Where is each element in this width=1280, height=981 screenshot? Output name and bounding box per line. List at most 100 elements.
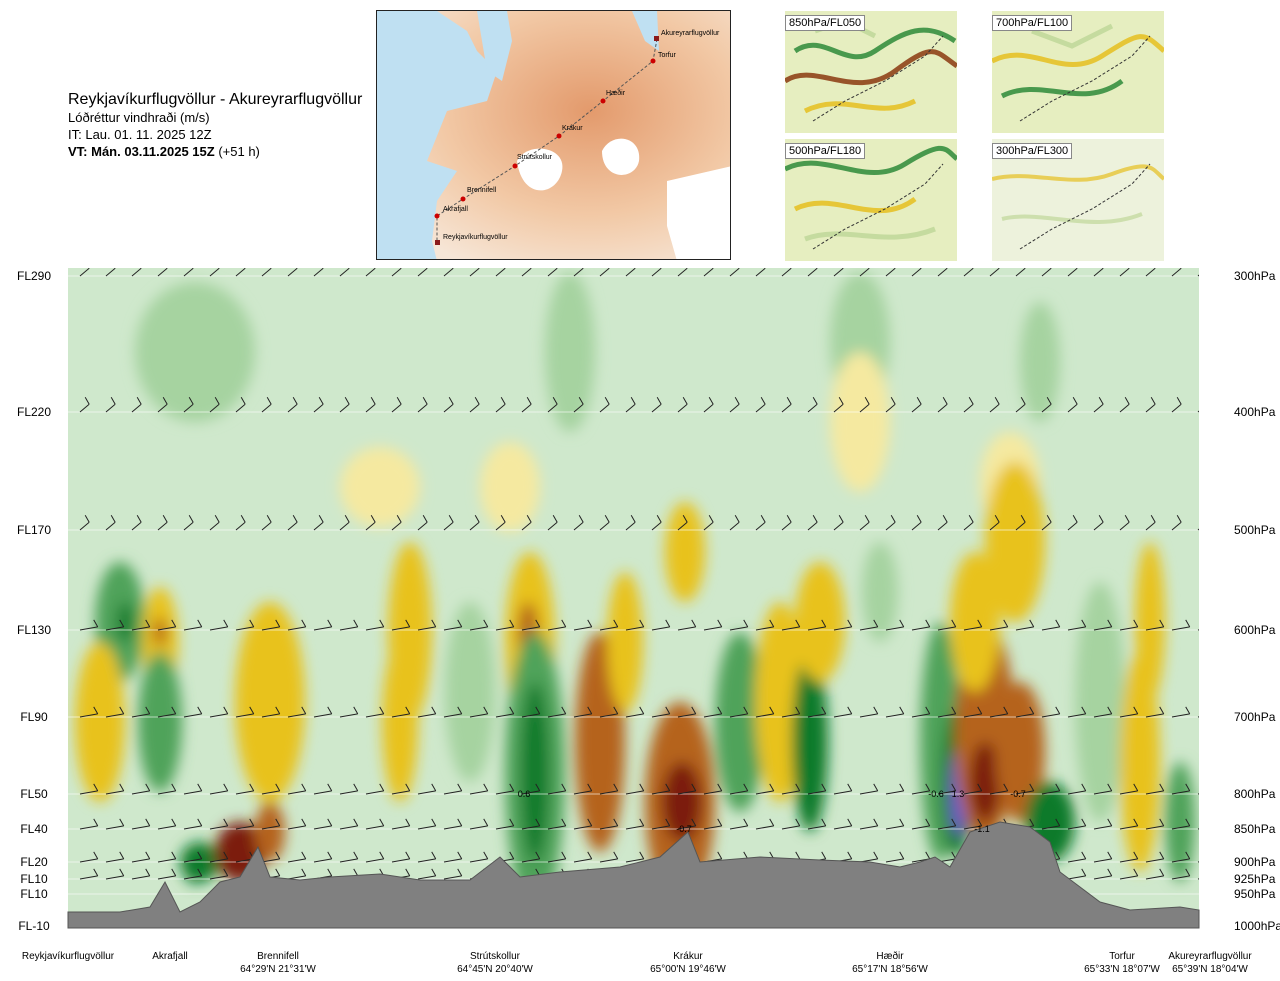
wind-barb xyxy=(1145,783,1165,795)
wind-barb xyxy=(599,783,619,795)
pressure-level-label: 900hPa xyxy=(1234,855,1276,869)
wind-barb xyxy=(521,851,541,863)
wind-barb xyxy=(573,706,593,718)
wind-barb xyxy=(651,268,662,277)
wind-barb xyxy=(677,397,688,413)
wind-barb xyxy=(209,818,229,830)
waypoint-coord: 65°33'N 18°07'W xyxy=(1084,964,1160,975)
map-label-krakur: Krákur xyxy=(562,125,583,132)
wind-barb xyxy=(417,783,437,795)
wind-barb xyxy=(1067,783,1087,795)
wind-barb xyxy=(1015,515,1026,531)
thumbnail-300hpa[interactable]: 300hPa/FL300 xyxy=(992,139,1164,261)
pressure-level-label: 700hPa xyxy=(1234,710,1276,724)
wind-barb xyxy=(859,818,879,830)
value-annotations: 0.6 -0.6 1.3 -0.7 -0.7 -1.1 xyxy=(518,789,1026,834)
wind-barb xyxy=(1119,619,1139,631)
wind-barb xyxy=(963,818,983,830)
waypoint-marker-strutskollur xyxy=(512,163,518,169)
flight-level-label: FL130 xyxy=(17,623,51,637)
wind-barb xyxy=(287,818,307,830)
wind-barb xyxy=(287,268,298,277)
wind-barb xyxy=(1171,268,1182,277)
glacier-langjokull xyxy=(517,148,563,191)
waypoint-marker-torfur xyxy=(650,58,656,64)
wind-barb xyxy=(417,851,437,863)
wind-barb xyxy=(651,783,671,795)
glacier-se xyxy=(667,166,730,259)
wind-cell xyxy=(1020,302,1060,422)
wind-cell xyxy=(1120,652,1160,872)
map-label-haedir: Hæðir xyxy=(606,89,626,97)
wind-barb xyxy=(157,268,168,277)
waypoint-name: Akureyrarflugvöllur xyxy=(1168,951,1252,962)
wind-barb xyxy=(339,706,359,718)
wind-barb xyxy=(625,851,645,863)
wind-barb xyxy=(365,515,376,531)
wind-barb xyxy=(547,706,567,718)
wind-barb xyxy=(183,818,203,830)
wind-barb xyxy=(313,515,324,531)
thumbnail-850hpa-label: 850hPa/FL050 xyxy=(785,15,866,31)
thumbnail-500hpa[interactable]: 500hPa/FL180 xyxy=(785,139,957,261)
pressure-level-label: 800hPa xyxy=(1234,787,1276,801)
wind-barb xyxy=(235,619,255,631)
wind-barb xyxy=(989,268,1000,277)
wind-barb xyxy=(339,397,350,413)
wind-barb xyxy=(1093,851,1113,863)
wind-barb xyxy=(1093,515,1104,531)
wind-barb xyxy=(313,706,333,718)
wind-barb xyxy=(859,706,879,718)
wind-barb xyxy=(1171,818,1191,830)
wind-barb xyxy=(417,397,428,413)
wind-barb xyxy=(495,515,506,531)
wind-barb xyxy=(1093,268,1104,277)
wind-barb xyxy=(989,783,1009,795)
wind-barb xyxy=(1093,868,1113,880)
wind-barb xyxy=(1171,619,1191,631)
wind-cell xyxy=(607,572,643,712)
wind-barb xyxy=(495,619,515,631)
wind-barb xyxy=(833,397,844,413)
fjord xyxy=(477,11,512,81)
wind-barb xyxy=(365,818,385,830)
route-points: Akureyrarflugvöllur Torfur Hæðir Krákur … xyxy=(434,30,720,245)
wind-barb xyxy=(469,851,489,863)
wind-barb xyxy=(495,268,506,277)
wind-barb xyxy=(1041,268,1052,277)
wind-barb xyxy=(235,397,246,413)
flight-level-label: FL10 xyxy=(20,887,48,901)
wind-barb xyxy=(833,515,844,531)
wind-barb xyxy=(261,268,272,277)
wind-barb xyxy=(599,268,610,277)
wind-barb xyxy=(469,515,480,531)
wind-barb xyxy=(365,783,385,795)
wind-barb xyxy=(313,783,333,795)
wind-cell xyxy=(1075,582,1125,822)
wind-barb xyxy=(443,515,454,531)
fjord-north xyxy=(632,11,659,51)
wind-cell xyxy=(715,632,765,812)
wind-cell xyxy=(985,462,1045,622)
wind-barb xyxy=(469,397,480,413)
thumbnail-700hpa[interactable]: 700hPa/FL100 xyxy=(992,11,1164,133)
map-graphic: Akureyrarflugvöllur Torfur Hæðir Krákur … xyxy=(377,11,730,259)
waypoint-marker-krakur xyxy=(556,133,562,139)
wind-barb xyxy=(677,268,688,277)
waypoint-coord: 64°29'N 21°31'W xyxy=(240,964,316,975)
wind-barb xyxy=(183,397,194,413)
parameter-subtitle: Lóðréttur vindhraði (m/s) xyxy=(68,110,210,125)
pressure-level-label: 925hPa xyxy=(1234,872,1276,886)
wind-barb xyxy=(1119,851,1139,863)
wind-barb xyxy=(677,783,697,795)
wind-barb xyxy=(235,818,255,830)
wind-barb xyxy=(989,619,1009,631)
wind-barb xyxy=(157,397,168,413)
wind-barb xyxy=(105,619,125,631)
wind-barb xyxy=(547,851,567,863)
wind-barb xyxy=(885,515,896,531)
wind-barb xyxy=(547,783,567,795)
wind-barb xyxy=(287,851,307,863)
wind-barb xyxy=(105,851,125,863)
thumbnail-850hpa[interactable]: 850hPa/FL050 xyxy=(785,11,957,133)
